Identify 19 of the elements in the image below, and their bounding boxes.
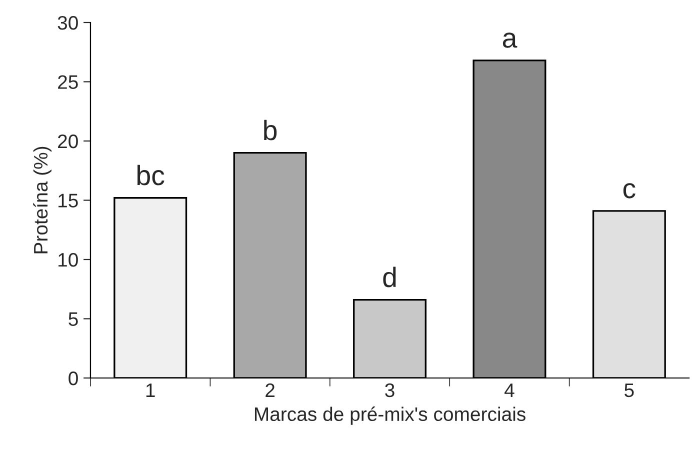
y-axis-title: Proteína (%) — [33, 146, 52, 254]
y-tick-label: 5 — [68, 312, 78, 326]
x-tick-label: 1 — [146, 384, 155, 397]
y-tick-label: 25 — [58, 75, 78, 89]
annotation: b — [264, 120, 277, 140]
x-tick-label: 3 — [385, 383, 394, 398]
y-tick-label: 20 — [58, 134, 78, 148]
y-tick-label: 30 — [58, 16, 78, 30]
annotation: bc — [137, 164, 164, 186]
x-tick-label: 5 — [624, 384, 634, 398]
annotation: a — [502, 32, 518, 48]
x-tick-label: 4 — [504, 384, 514, 397]
y-tick-label: 15 — [58, 194, 78, 208]
x-tick-label: 2 — [266, 383, 274, 397]
y-tick-label: 0 — [68, 371, 78, 386]
annotation: d — [383, 266, 396, 288]
annotation: c — [623, 183, 636, 198]
y-tick-label: 10 — [58, 252, 78, 267]
x-axis-title: Marcas de pré-mix's comerciais — [254, 406, 526, 425]
